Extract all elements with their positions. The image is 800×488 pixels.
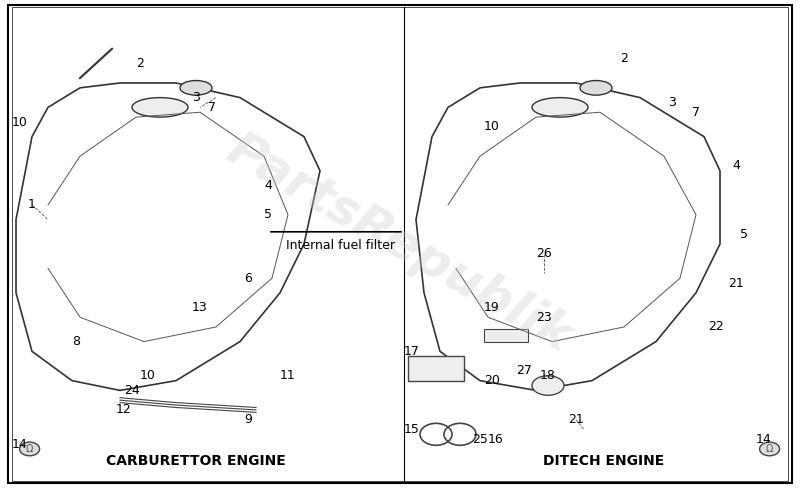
Text: 5: 5 [264,208,272,221]
Text: 6: 6 [244,272,252,285]
Ellipse shape [180,81,212,95]
Text: 23: 23 [536,311,552,324]
Bar [484,329,528,342]
Ellipse shape [532,98,588,117]
Bar [408,356,464,381]
Text: 10: 10 [484,121,500,133]
Text: 4: 4 [264,179,272,192]
Ellipse shape [532,376,564,395]
Text: 12: 12 [116,404,132,416]
Text: 27: 27 [516,365,532,377]
Text: 22: 22 [708,321,724,333]
Text: 26: 26 [536,247,552,260]
Text: 15: 15 [404,423,420,436]
Text: 17: 17 [404,345,420,358]
Text: 24: 24 [124,384,140,397]
Text: 2: 2 [136,57,144,70]
Text: 21: 21 [568,413,584,426]
Text: 1: 1 [28,199,36,211]
Text: 19: 19 [484,301,500,314]
Text: 14: 14 [756,433,772,446]
Text: 3: 3 [192,91,200,104]
Text: 8: 8 [72,335,80,348]
Text: DITECH ENGINE: DITECH ENGINE [543,454,665,468]
Text: Internal fuel filter: Internal fuel filter [286,239,394,252]
Text: 18: 18 [540,369,556,382]
Text: 7: 7 [208,101,216,114]
Text: 4: 4 [732,160,740,172]
Text: 3: 3 [668,96,676,109]
Text: 11: 11 [280,369,296,382]
Text: 2: 2 [620,52,628,65]
Text: PartsRepublik: PartsRepublik [219,126,581,362]
Text: 7: 7 [692,106,700,119]
Text: 21: 21 [728,277,744,289]
Text: 20: 20 [484,374,500,387]
Ellipse shape [759,442,779,456]
Text: 10: 10 [12,116,28,128]
Text: CARBURETTOR ENGINE: CARBURETTOR ENGINE [106,454,286,468]
Text: Ω: Ω [766,444,774,454]
Ellipse shape [19,442,39,456]
Text: 10: 10 [140,369,156,382]
Text: Ω: Ω [26,444,34,454]
Ellipse shape [580,81,612,95]
Text: 13: 13 [192,301,208,314]
Text: 5: 5 [740,228,748,241]
Text: 14: 14 [12,438,28,450]
Ellipse shape [132,98,188,117]
Text: 16: 16 [488,433,504,446]
Text: 9: 9 [244,413,252,426]
Text: 25: 25 [472,433,488,446]
